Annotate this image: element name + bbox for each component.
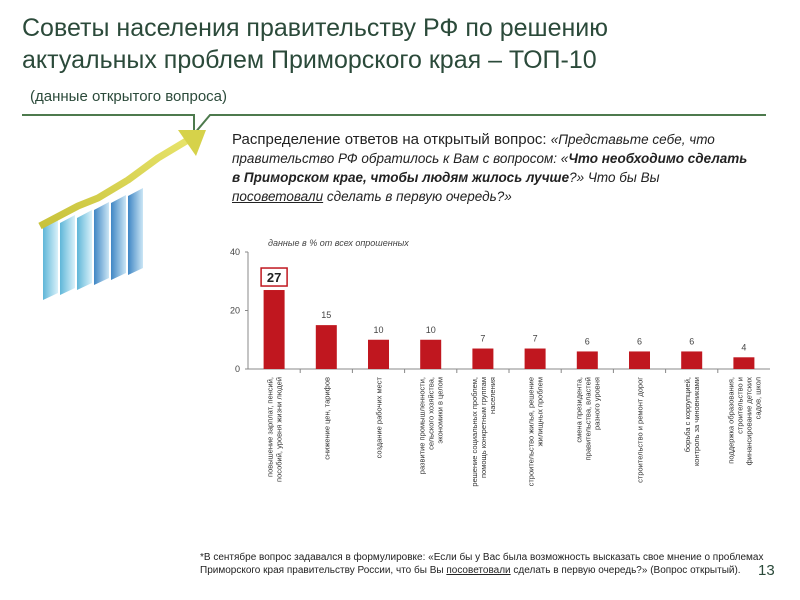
arrow-icon (38, 130, 206, 230)
x-tick-label: помощь конкретным группам (479, 377, 488, 478)
x-tick-label: развитие промышленности, (418, 377, 427, 474)
bar (368, 339, 389, 369)
bar (524, 348, 546, 369)
x-tick-label: пособий, уровня жизни людей (275, 377, 284, 482)
x-tick-label: разного уровня (592, 377, 601, 430)
value-label: 7 (533, 334, 538, 344)
x-tick-label: строительство и ремонт дорог (636, 377, 645, 483)
x-tick-label: садов, школ (753, 377, 762, 419)
question-bold: Что необходимо сделать в Приморском крае… (232, 151, 748, 185)
x-tick-label: снижение цен, тарифов (322, 377, 331, 460)
bar (576, 351, 598, 369)
x-tick-label: контроль за чиновниками (692, 377, 701, 466)
y-tick-label: 20 (230, 306, 240, 316)
bar (733, 357, 755, 369)
y-tick-label: 40 (230, 247, 240, 257)
question-part-1: «Представьте себе, что правительство РФ … (232, 132, 715, 166)
chart-note: данные в % от всех опрошенных (268, 238, 409, 248)
x-tick-label: поддержка образования, (726, 377, 735, 464)
illustration-bars (43, 188, 143, 300)
x-tick-label: правительства, властей (583, 377, 592, 460)
question-intro: Распределение ответов на открытый вопрос… (232, 131, 551, 148)
value-label: 7 (480, 334, 485, 344)
bar (629, 351, 650, 369)
question-text: Распределение ответов на открытый вопрос… (232, 130, 752, 206)
header-rule-left (22, 114, 192, 116)
x-tick-label: создание рабочих мест (375, 376, 384, 458)
page-title: Советы населения правительству РФ по реш… (22, 12, 762, 76)
footnote: *В сентябре вопрос задавался в формулиро… (200, 551, 766, 577)
value-label: 6 (585, 336, 590, 346)
question-part-5: сделать в первую очередь?» (323, 189, 512, 204)
x-tick-label: решение социальных проблем, (470, 377, 479, 487)
x-tick-label: повышение зарплат, пенсий, (266, 377, 275, 477)
x-tick-label: жилищных проблем (536, 377, 545, 446)
x-tick-label: экономики в целом (436, 377, 445, 444)
bar (315, 325, 337, 369)
page-subtitle: (данные открытого вопроса) (30, 88, 227, 105)
title-line-1: Советы населения правительству РФ по реш… (22, 14, 609, 42)
bar (420, 339, 442, 369)
x-tick-label: строительство жилья, решение (527, 377, 536, 486)
value-label: 10 (373, 325, 383, 335)
question-part-3: ?» Что бы Вы (569, 170, 660, 185)
value-label: 6 (689, 336, 694, 346)
title-line-2: актуальных проблем Приморского края – ТО… (22, 46, 597, 74)
footnote-part-3: сделать в первую очередь?» (Вопрос откры… (510, 565, 741, 576)
value-label: 10 (426, 325, 436, 335)
bar-chart: данные в % от всех опрошенных 0 20 40 27 повы… (230, 238, 770, 487)
x-tick-label: смена президента, (574, 377, 583, 443)
question-underlined: посоветовали (232, 189, 324, 204)
x-tick-label: сельского хозяйства, (427, 377, 436, 450)
bar (263, 290, 285, 369)
value-label: 15 (321, 310, 331, 320)
x-tick-label: финансирование детских (744, 377, 753, 466)
page-number: 13 (758, 562, 775, 579)
value-label: 27 (267, 270, 281, 285)
footnote-underlined: посоветовали (446, 565, 511, 576)
x-tick-label: населения (488, 377, 497, 414)
footnote-part-1: *В сентябре вопрос задавался в формулиро… (200, 552, 764, 576)
x-tick-label: строительство и (735, 377, 744, 434)
growth-chart-illustration (38, 130, 206, 300)
header-rule-right (210, 114, 766, 116)
value-label: 6 (637, 336, 642, 346)
x-tick-label: борьба с коррупцией, (683, 377, 692, 452)
bar (472, 348, 494, 369)
value-label: 4 (741, 342, 746, 352)
bar (681, 351, 703, 369)
y-tick-label: 0 (235, 364, 240, 374)
value-label-box (260, 267, 288, 287)
